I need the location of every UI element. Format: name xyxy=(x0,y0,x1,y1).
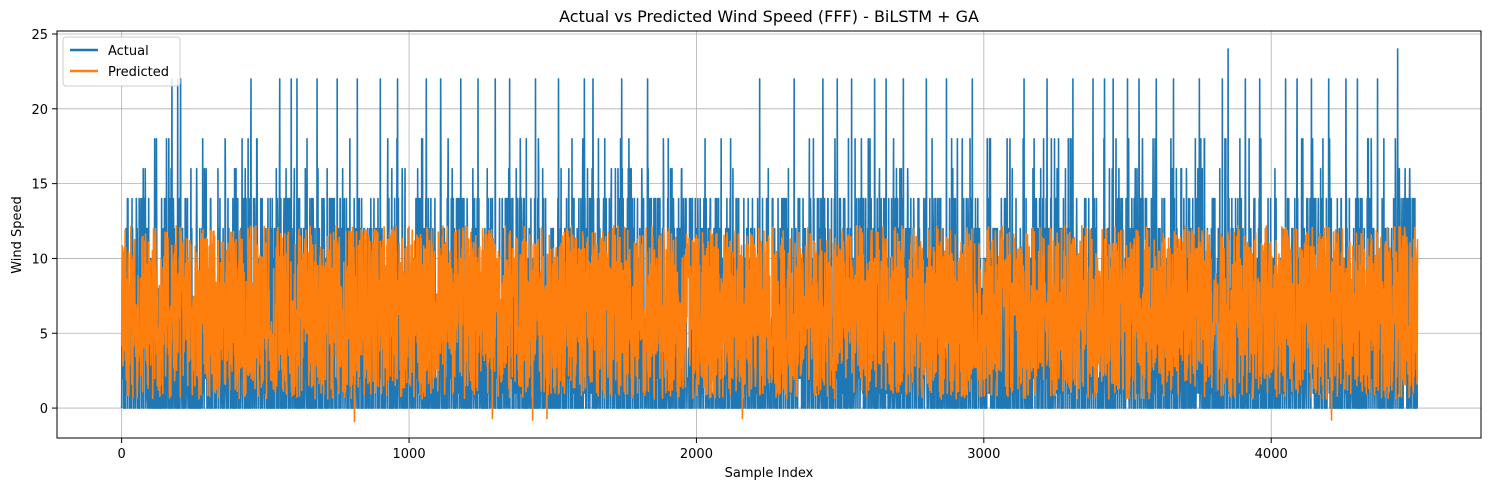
legend: Actual Predicted xyxy=(62,36,181,87)
x-tick-label: 3000 xyxy=(967,447,1000,462)
x-tick-label: 4000 xyxy=(1255,447,1288,462)
y-tick-label: 15 xyxy=(31,178,48,193)
legend-label-actual: Actual xyxy=(108,44,149,59)
y-tick-label: 25 xyxy=(31,28,48,43)
x-axis-title: Sample Index xyxy=(725,466,814,481)
legend-label-predicted: Predicted xyxy=(108,65,169,80)
y-axis: 0 5 10 15 20 25 xyxy=(31,28,57,417)
chart-title: Actual vs Predicted Wind Speed (FFF) - B… xyxy=(559,7,979,26)
plot-area xyxy=(120,48,1419,423)
y-axis-title: Wind Speed xyxy=(10,196,25,274)
x-axis: 0 1000 2000 3000 4000 xyxy=(118,438,1288,462)
x-tick-label: 1000 xyxy=(393,447,426,462)
y-tick-label: 10 xyxy=(31,252,48,267)
x-tick-label: 0 xyxy=(118,447,126,462)
plot-frame xyxy=(56,30,1482,439)
x-tick-label: 2000 xyxy=(680,447,713,462)
series-predicted xyxy=(120,224,1419,423)
y-tick-label: 5 xyxy=(40,327,48,342)
predicted-series-line xyxy=(120,224,1419,423)
y-tick-label: 0 xyxy=(40,402,48,417)
y-tick-label: 20 xyxy=(31,103,48,118)
